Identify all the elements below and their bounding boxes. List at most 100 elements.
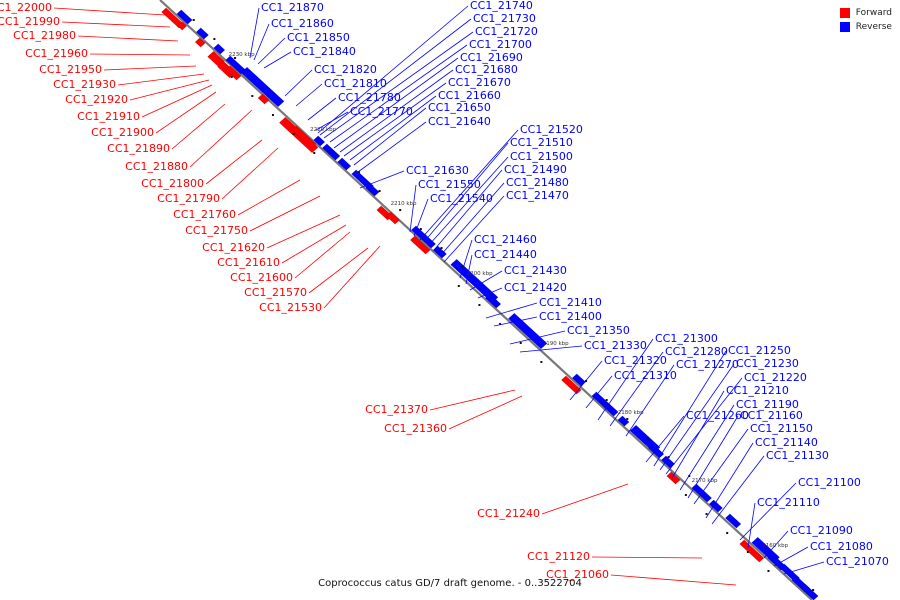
- forward-gene[interactable]: [386, 211, 400, 225]
- reverse-gene-label[interactable]: CC1_21280: [665, 345, 728, 358]
- forward-gene-label[interactable]: CC1_21900: [91, 126, 154, 139]
- reverse-gene-label[interactable]: CC1_21730: [473, 12, 536, 25]
- reverse-gene-label[interactable]: CC1_21130: [766, 449, 829, 462]
- reverse-gene-label[interactable]: CC1_21420: [504, 281, 567, 294]
- forward-gene[interactable]: [291, 125, 317, 149]
- reverse-gene[interactable]: [240, 67, 285, 107]
- reverse-gene[interactable]: [328, 149, 341, 161]
- reverse-gene-label[interactable]: CC1_21190: [736, 398, 799, 411]
- reverse-gene[interactable]: [213, 43, 226, 55]
- reverse-gene[interactable]: [725, 513, 742, 529]
- forward-gene-label[interactable]: CC1_21060: [546, 568, 609, 581]
- reverse-gene-label[interactable]: CC1_21270: [676, 358, 739, 371]
- forward-gene-label[interactable]: CC1_21980: [13, 29, 76, 42]
- reverse-gene-label[interactable]: CC1_21820: [314, 63, 377, 76]
- reverse-gene-label[interactable]: CC1_21350: [567, 324, 630, 337]
- forward-gene[interactable]: [257, 93, 270, 105]
- reverse-gene-label[interactable]: CC1_21630: [406, 164, 469, 177]
- reverse-gene-label[interactable]: CC1_21310: [614, 369, 677, 382]
- forward-gene[interactable]: [177, 21, 187, 31]
- forward-gene-label[interactable]: CC1_22000: [0, 1, 52, 14]
- forward-gene-label[interactable]: CC1_21610: [217, 256, 280, 269]
- reverse-gene[interactable]: [708, 499, 723, 513]
- reverse-gene-label[interactable]: CC1_21480: [506, 176, 569, 189]
- reverse-gene-label[interactable]: CC1_21540: [430, 192, 493, 205]
- forward-gene-label[interactable]: CC1_21920: [65, 93, 128, 106]
- reverse-gene[interactable]: [196, 27, 209, 40]
- forward-gene-label[interactable]: CC1_21880: [125, 160, 188, 173]
- forward-gene-label[interactable]: CC1_21240: [477, 507, 540, 520]
- reverse-gene[interactable]: [508, 313, 548, 349]
- forward-gene-label[interactable]: CC1_21120: [527, 550, 590, 563]
- reverse-gene-label[interactable]: CC1_21230: [736, 357, 799, 370]
- forward-gene-label[interactable]: CC1_21890: [107, 142, 170, 155]
- reverse-gene-label[interactable]: CC1_21810: [324, 77, 387, 90]
- forward-gene-label[interactable]: CC1_21530: [259, 301, 322, 314]
- reverse-gene-label[interactable]: CC1_21440: [474, 248, 537, 261]
- reverse-gene-label[interactable]: CC1_21320: [604, 354, 667, 367]
- reverse-gene-label[interactable]: CC1_21680: [455, 63, 518, 76]
- forward-gene[interactable]: [561, 375, 582, 395]
- reverse-gene[interactable]: [485, 293, 502, 309]
- reverse-gene[interactable]: [648, 443, 665, 459]
- reverse-gene-label[interactable]: CC1_21110: [757, 496, 820, 509]
- reverse-gene-label[interactable]: CC1_21430: [504, 264, 567, 277]
- forward-gene-label[interactable]: CC1_21370: [365, 403, 428, 416]
- forward-gene[interactable]: [225, 65, 242, 81]
- forward-gene-label[interactable]: CC1_21800: [141, 177, 204, 190]
- reverse-gene-label[interactable]: CC1_21640: [428, 115, 491, 128]
- reverse-gene-label[interactable]: CC1_21860: [271, 17, 334, 30]
- reverse-gene-label[interactable]: CC1_21080: [810, 540, 873, 553]
- reverse-gene-label[interactable]: CC1_21400: [539, 310, 602, 323]
- reverse-gene-label[interactable]: CC1_21870: [261, 1, 324, 14]
- forward-gene[interactable]: [410, 235, 431, 255]
- forward-gene[interactable]: [739, 539, 765, 563]
- forward-gene-label[interactable]: CC1_21960: [25, 47, 88, 60]
- reverse-gene[interactable]: [337, 157, 352, 171]
- reverse-gene[interactable]: [176, 9, 193, 25]
- reverse-gene-label[interactable]: CC1_21470: [506, 189, 569, 202]
- reverse-gene-label[interactable]: CC1_21460: [474, 233, 537, 246]
- reverse-gene-label[interactable]: CC1_21090: [790, 524, 853, 537]
- forward-gene-label[interactable]: CC1_21930: [53, 78, 116, 91]
- forward-gene-label[interactable]: CC1_21570: [244, 286, 307, 299]
- reverse-gene-label[interactable]: CC1_21690: [460, 51, 523, 64]
- forward-gene-label[interactable]: CC1_21790: [157, 192, 220, 205]
- reverse-gene[interactable]: [617, 415, 630, 427]
- forward-gene-label[interactable]: CC1_21360: [384, 422, 447, 435]
- forward-gene[interactable]: [666, 471, 681, 485]
- forward-gene-label[interactable]: CC1_21950: [39, 63, 102, 76]
- reverse-gene-label[interactable]: CC1_21650: [428, 101, 491, 114]
- reverse-gene-label[interactable]: CC1_21330: [584, 339, 647, 352]
- reverse-gene-label[interactable]: CC1_21140: [755, 436, 818, 449]
- forward-gene[interactable]: [194, 37, 206, 48]
- reverse-gene[interactable]: [313, 135, 325, 147]
- forward-gene-label[interactable]: CC1_21910: [77, 110, 140, 123]
- reverse-gene-label[interactable]: CC1_21780: [338, 91, 401, 104]
- forward-gene-label[interactable]: CC1_21990: [0, 15, 60, 28]
- reverse-gene[interactable]: [432, 245, 447, 259]
- reverse-gene-label[interactable]: CC1_21840: [293, 45, 356, 58]
- reverse-gene-label[interactable]: CC1_21770: [350, 105, 413, 118]
- reverse-gene-label[interactable]: CC1_21700: [469, 38, 532, 51]
- reverse-gene-label[interactable]: CC1_21260: [686, 409, 749, 422]
- reverse-gene-label[interactable]: CC1_21210: [726, 384, 789, 397]
- reverse-gene-label[interactable]: CC1_21510: [510, 136, 573, 149]
- reverse-gene-label[interactable]: CC1_21490: [504, 163, 567, 176]
- reverse-gene[interactable]: [419, 233, 436, 249]
- reverse-gene-label[interactable]: CC1_21670: [448, 76, 511, 89]
- reverse-gene-label[interactable]: CC1_21500: [510, 150, 573, 163]
- forward-gene-label[interactable]: CC1_21750: [185, 224, 248, 237]
- forward-gene-label[interactable]: CC1_21760: [173, 208, 236, 221]
- reverse-gene-label[interactable]: CC1_21740: [470, 0, 533, 12]
- reverse-gene-label[interactable]: CC1_21720: [475, 25, 538, 38]
- forward-gene-label[interactable]: CC1_21600: [230, 271, 293, 284]
- reverse-gene-label[interactable]: CC1_21550: [418, 178, 481, 191]
- forward-gene[interactable]: [207, 51, 225, 67]
- reverse-gene[interactable]: [661, 455, 675, 469]
- reverse-gene-label[interactable]: CC1_21300: [655, 332, 718, 345]
- reverse-gene-label[interactable]: CC1_21220: [744, 371, 807, 384]
- reverse-gene-label[interactable]: CC1_21660: [438, 89, 501, 102]
- reverse-gene-label[interactable]: CC1_21100: [798, 476, 861, 489]
- reverse-gene-label[interactable]: CC1_21250: [728, 344, 791, 357]
